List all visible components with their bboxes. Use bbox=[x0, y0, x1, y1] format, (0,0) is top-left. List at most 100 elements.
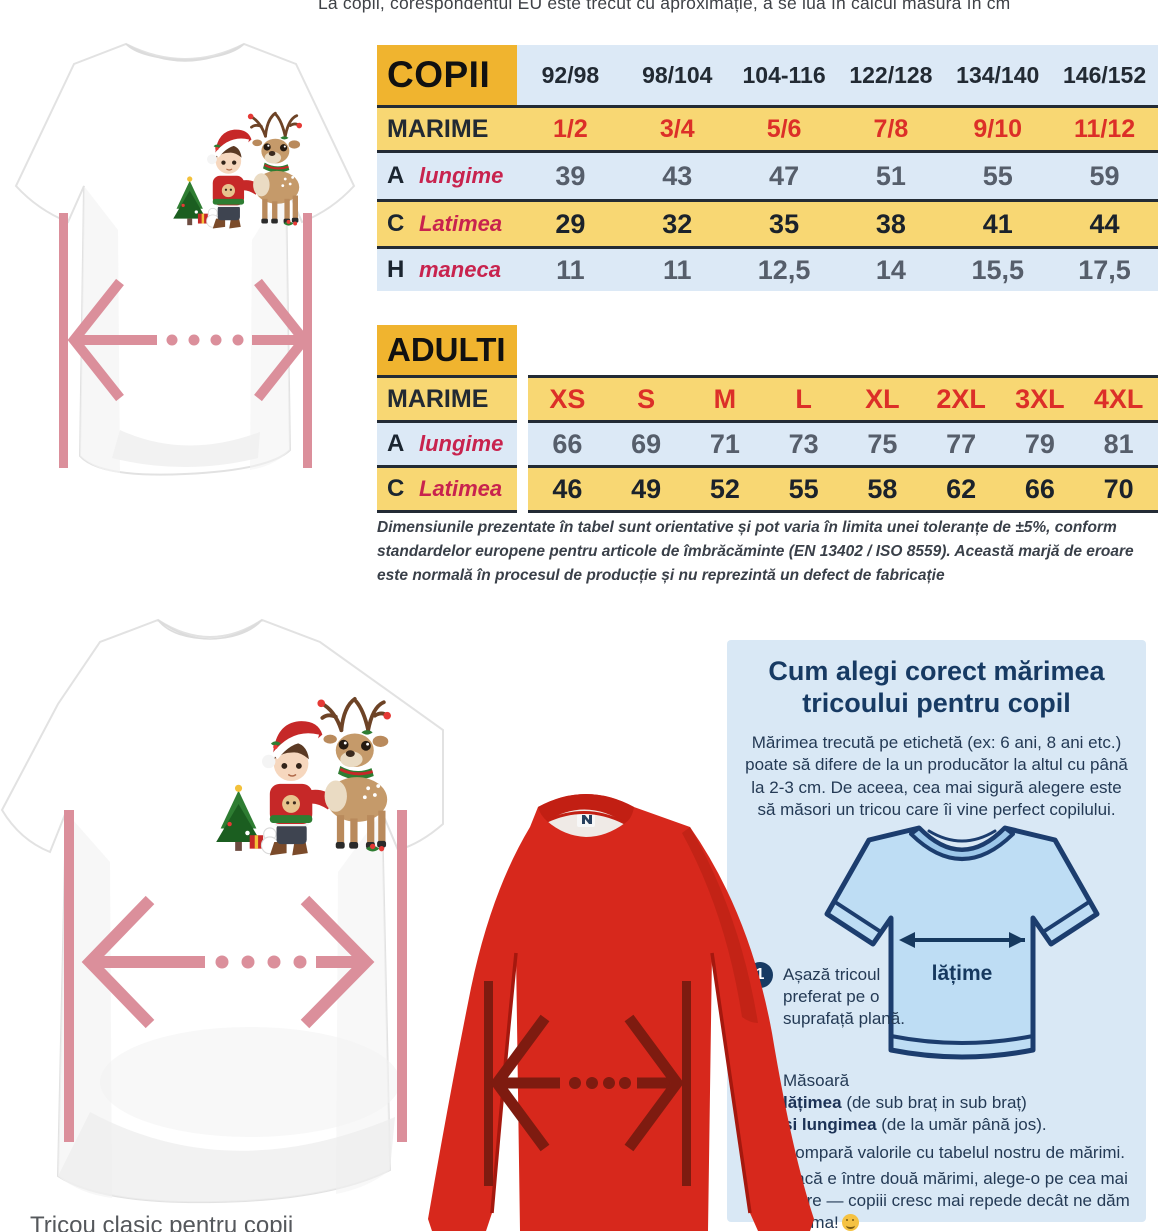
value-cell: 14 bbox=[875, 254, 906, 285]
eu-size-cell: 134/140 bbox=[956, 61, 1040, 88]
adulti-title: ADULTI bbox=[377, 325, 517, 375]
value-cell: 49 bbox=[631, 473, 662, 504]
marime-cell: 1/2 bbox=[553, 114, 588, 143]
adult-size-cell: 2XL bbox=[936, 383, 986, 414]
row-letter: C bbox=[387, 210, 405, 237]
adult-size-cell: XL bbox=[865, 383, 900, 414]
marime-label: MARIME bbox=[387, 114, 489, 143]
adult-size-cell: 4XL bbox=[1093, 383, 1144, 414]
width-measure-arrow-dark bbox=[484, 981, 691, 1186]
adult-size-cell: L bbox=[795, 383, 812, 414]
row-letter: A bbox=[387, 430, 405, 457]
white-tshirt-photo-bottom bbox=[0, 618, 444, 1204]
value-cell: 15,5 bbox=[971, 254, 1024, 285]
step-text: Compară valorile cu tabelul nostru de mă… bbox=[783, 1143, 1126, 1162]
value-cell: 44 bbox=[1089, 208, 1120, 239]
divider bbox=[377, 199, 1158, 202]
adult-size-cell: XS bbox=[549, 383, 586, 414]
value-cell: 75 bbox=[867, 428, 898, 459]
divider bbox=[528, 420, 1158, 423]
value-cell: 47 bbox=[769, 160, 800, 191]
value-cell: 79 bbox=[1024, 428, 1055, 459]
copii-marime-row: MARIME 1/2 3/4 5/6 7/8 9/10 11/12 bbox=[377, 108, 1158, 150]
value-cell: 58 bbox=[867, 473, 898, 504]
guide-title: Cum alegi corect mărimea tricoului pentr… bbox=[768, 656, 1105, 718]
marime-cell: 11/12 bbox=[1073, 114, 1136, 143]
divider bbox=[377, 420, 517, 423]
value-cell: 17,5 bbox=[1078, 254, 1131, 285]
value-cell: 12,5 bbox=[757, 254, 811, 285]
size-guide-panel: Cum alegi corect mărimea tricoului pentr… bbox=[727, 640, 1146, 1232]
value-cell: 73 bbox=[788, 428, 819, 459]
value-cell: 32 bbox=[662, 208, 693, 239]
row-letter: H bbox=[387, 256, 405, 283]
adulti-label-column: MARIME A lungime C Latimea bbox=[377, 375, 517, 513]
adult-size-cell: S bbox=[637, 383, 656, 414]
row-measure-label: lungime bbox=[419, 163, 504, 188]
divider bbox=[528, 375, 1158, 378]
adulti-values-table: XS S M L XL 2XL 3XL 4XL 66 69 71 73 75 7… bbox=[528, 375, 1158, 513]
value-cell: 69 bbox=[631, 428, 662, 459]
adult-size-cell: M bbox=[713, 383, 737, 414]
marime-cell: 7/8 bbox=[873, 114, 909, 143]
value-cell: 62 bbox=[946, 473, 977, 504]
top-note-text: La copil, corespondentul EU este trecut … bbox=[318, 0, 1011, 13]
marime-cell: 5/6 bbox=[766, 114, 802, 143]
value-cell: 46 bbox=[552, 473, 583, 504]
eu-size-cell: 92/98 bbox=[541, 61, 600, 88]
adult-size-cell: 3XL bbox=[1015, 383, 1065, 414]
guide-step-4: 4 Dacă e între două mărimi, alege-o pe c… bbox=[747, 1166, 1139, 1232]
value-cell: 35 bbox=[769, 208, 800, 239]
marime-cell: 3/4 bbox=[659, 114, 695, 143]
value-cell: 51 bbox=[875, 160, 906, 191]
latime-label: lățime bbox=[932, 962, 993, 985]
white-tshirt-photo-top bbox=[14, 42, 356, 476]
value-cell: 43 bbox=[662, 160, 693, 191]
smiley-emoji-icon bbox=[841, 1213, 859, 1231]
guide-intro: Mărimea trecută pe etichetă (ex: 6 ani, … bbox=[745, 732, 1128, 820]
copii-header-row: COPII 92/98 98/104 104-116 122/128 134/1… bbox=[377, 45, 1158, 105]
value-cell: 41 bbox=[982, 208, 1013, 239]
value-cell: 66 bbox=[1024, 473, 1055, 504]
value-cell: 11 bbox=[662, 254, 692, 285]
step-text: Dacă e între două mărimi, alege-o pe cea… bbox=[783, 1166, 1139, 1232]
divider bbox=[377, 510, 517, 513]
step-text: Așază tricoul preferat pe o suprafață pl… bbox=[783, 965, 905, 1028]
tshirt-width-diagram: lățime bbox=[824, 825, 1100, 1060]
value-cell: 66 bbox=[552, 428, 583, 459]
row-measure-label: Latimea bbox=[419, 476, 503, 501]
value-cell: 70 bbox=[1103, 473, 1134, 504]
value-cell: 29 bbox=[555, 208, 586, 239]
copii-lungime-row: A lungime 39 43 47 51 55 59 bbox=[377, 153, 1158, 199]
eu-size-cell: 122/128 bbox=[849, 61, 933, 88]
value-cell: 55 bbox=[982, 160, 1013, 191]
eu-size-cell: 98/104 bbox=[642, 61, 713, 88]
marime-label: MARIME bbox=[387, 384, 489, 413]
width-measure-arrow bbox=[59, 213, 312, 468]
row-letter: C bbox=[387, 475, 405, 502]
divider bbox=[377, 105, 1158, 108]
bottom-caption-text: Tricou clasic pentru copii bbox=[30, 1212, 294, 1232]
value-cell: 81 bbox=[1103, 428, 1134, 459]
value-cell: 59 bbox=[1089, 160, 1120, 191]
divider bbox=[377, 246, 1158, 249]
divider bbox=[377, 465, 517, 468]
copii-size-table: COPII 92/98 98/104 104-116 122/128 134/1… bbox=[377, 45, 1158, 291]
copii-maneca-row: H maneca 11 11 12,5 14 15,5 17,5 bbox=[377, 249, 1158, 291]
copii-latimea-row: C Latimea 29 32 35 38 41 44 bbox=[377, 202, 1158, 246]
divider bbox=[377, 150, 1158, 153]
latime-arrow bbox=[899, 932, 1025, 948]
row-measure-label: maneca bbox=[419, 257, 501, 282]
value-cell: 11 bbox=[556, 254, 585, 285]
value-cell: 77 bbox=[946, 428, 977, 459]
marime-cell: 9/10 bbox=[973, 114, 1023, 143]
eu-size-cell: 146/152 bbox=[1062, 61, 1147, 88]
value-cell: 38 bbox=[875, 208, 906, 239]
width-measure-arrow bbox=[64, 810, 407, 1142]
row-measure-label: Latimea bbox=[419, 211, 503, 236]
divider bbox=[528, 510, 1158, 513]
row-letter: A bbox=[387, 162, 405, 189]
row-measure-label: lungime bbox=[419, 431, 504, 456]
divider bbox=[377, 375, 517, 378]
